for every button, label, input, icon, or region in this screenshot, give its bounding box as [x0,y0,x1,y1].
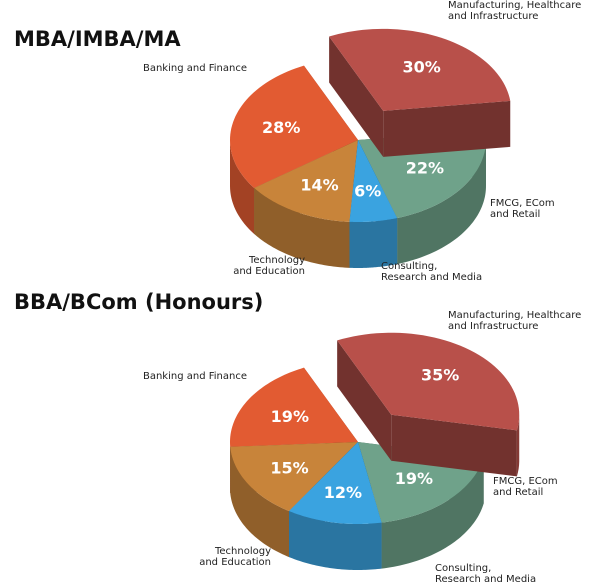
chart-mba: MBA/IMBA/MA 30% 22% 6% 14% 28% Manufacturing… [0,0,591,290]
category-label-banking: Banking and Finance [142,371,247,382]
pie-slice-consulting [289,442,382,570]
category-label-consulting: Consulting, Research and Media [435,563,537,585]
chart-title: MBA/IMBA/MA [14,27,181,51]
pie-chart: 35% 19% 12% 15% 19% [230,332,520,570]
data-label-consulting: 6% [354,181,381,200]
data-label-technology: 14% [300,175,338,194]
chart-bba: BBA/BCom (Honours) 35% 19% 12% 15% 19% Manuf… [0,290,591,586]
category-label-technology: Technology and Education [199,546,271,568]
category-label-fmcg: FMCG, ECom and Retail [490,198,555,220]
pie-slice-consulting [349,140,398,268]
data-label-manufacturing: 30% [403,57,441,76]
data-label-banking: 28% [262,118,300,137]
category-label-manufacturing: Manufacturing, Healthcare and Infrastruc… [448,0,582,22]
chart-title: BBA/BCom (Honours) [14,290,264,314]
pie-slice-manufacturing [329,28,511,157]
data-label-consulting: 12% [324,483,362,502]
data-label-manufacturing: 35% [421,366,459,385]
pie-chart: 30% 22% 6% 14% 28% [230,28,511,268]
category-label-banking: Banking and Finance [142,63,247,74]
data-label-fmcg: 19% [395,469,433,488]
data-label-fmcg: 22% [406,158,444,177]
category-label-fmcg: FMCG, ECom and Retail [493,476,558,498]
category-label-consulting: Consulting, Research and Media [381,261,483,283]
data-label-technology: 15% [270,459,308,478]
category-label-manufacturing: Manufacturing, Healthcare and Infrastruc… [448,310,582,332]
pie-slice-manufacturing [337,332,520,477]
data-label-banking: 19% [271,407,309,426]
category-label-technology: Technology and Education [233,255,305,277]
